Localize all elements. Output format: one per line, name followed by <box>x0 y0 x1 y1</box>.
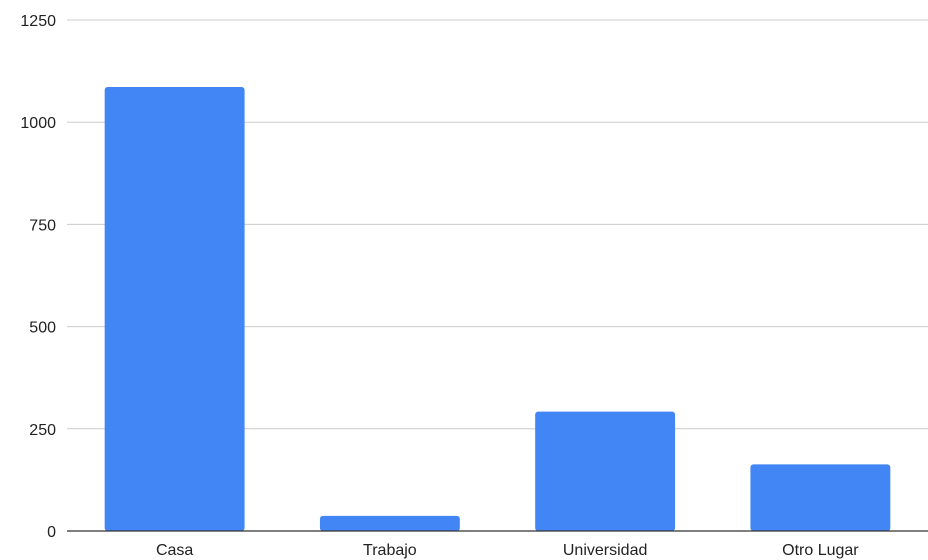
x-category-label: Casa <box>156 542 193 559</box>
x-axis-labels: Casa Trabajo Universidad Otro Lugar <box>156 542 859 559</box>
x-category-label: Trabajo <box>363 542 417 559</box>
x-category-label: Universidad <box>563 542 647 559</box>
y-tick-label: 250 <box>29 422 56 439</box>
y-tick-label: 750 <box>29 217 56 234</box>
bar-universidad <box>535 411 676 531</box>
x-category-label: Otro Lugar <box>782 542 859 559</box>
bar-trabajo <box>319 515 460 531</box>
y-axis-ticks: 0 250 500 750 1000 1250 <box>20 13 56 541</box>
y-tick-label: 500 <box>29 320 56 337</box>
y-tick-label: 1000 <box>20 115 56 132</box>
y-tick-label: 0 <box>47 524 56 541</box>
bar-otro-lugar <box>750 464 891 531</box>
bars <box>104 87 891 531</box>
bar-casa <box>104 87 245 531</box>
y-tick-label: 1250 <box>20 13 56 30</box>
